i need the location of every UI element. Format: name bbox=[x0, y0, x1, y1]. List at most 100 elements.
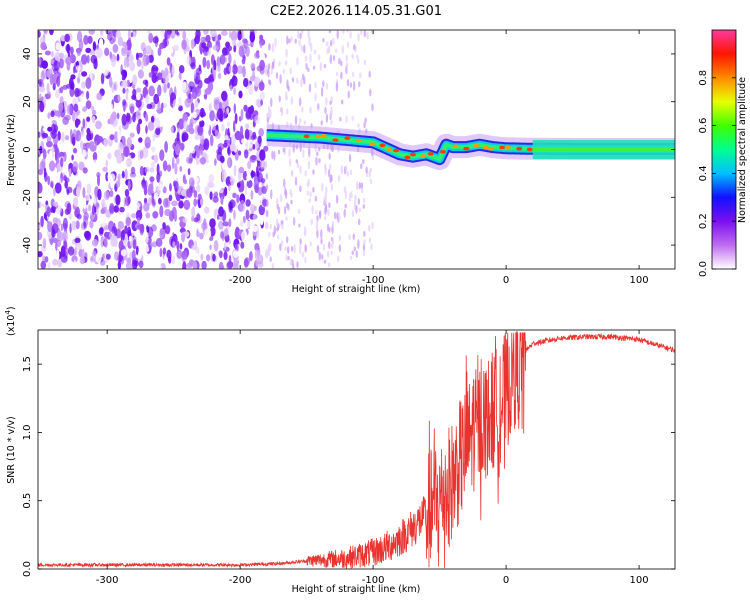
noise-blob bbox=[271, 42, 275, 53]
noise-blob bbox=[329, 39, 333, 47]
noise-blob bbox=[87, 159, 93, 168]
noise-blob bbox=[265, 184, 269, 190]
noise-blob bbox=[179, 243, 183, 250]
noise-blob bbox=[217, 176, 222, 183]
noise-blob bbox=[205, 120, 210, 132]
noise-blob bbox=[164, 141, 169, 153]
noise-blob bbox=[341, 44, 344, 55]
noise-blob bbox=[267, 250, 270, 257]
noise-blob bbox=[243, 38, 248, 49]
signal-hotspot bbox=[439, 150, 446, 154]
noise-blob bbox=[302, 73, 305, 81]
noise-blob bbox=[130, 32, 134, 38]
noise-blob bbox=[260, 178, 266, 184]
noise-blob bbox=[233, 103, 236, 114]
noise-blob bbox=[283, 206, 287, 215]
noise-blob bbox=[57, 231, 64, 242]
noise-blob bbox=[49, 160, 56, 172]
snr-multiplier-exponent: 4 bbox=[4, 310, 12, 315]
noise-blob bbox=[315, 221, 319, 231]
noise-blob bbox=[42, 255, 46, 263]
noise-blob bbox=[182, 261, 187, 269]
noise-blob bbox=[152, 199, 156, 205]
noise-blob bbox=[212, 196, 219, 203]
noise-blob bbox=[145, 45, 152, 55]
noise-blob bbox=[44, 50, 51, 56]
noise-blob bbox=[223, 251, 228, 260]
noise-blob bbox=[297, 208, 301, 214]
noise-blob bbox=[150, 161, 155, 168]
noise-blob bbox=[125, 90, 129, 101]
noise-blob bbox=[143, 202, 150, 212]
noise-blob bbox=[186, 96, 194, 104]
noise-blob bbox=[162, 247, 167, 255]
noise-blob bbox=[171, 200, 178, 207]
noise-blob bbox=[127, 108, 130, 114]
noise-blob bbox=[192, 158, 197, 169]
noise-blob bbox=[233, 120, 236, 133]
noise-blob bbox=[299, 185, 302, 193]
noise-blob bbox=[232, 39, 236, 47]
noise-blob bbox=[340, 164, 344, 175]
y-tick-label: 0 bbox=[22, 146, 33, 152]
spectrogram-y-label: Frequency (Hz) bbox=[6, 114, 17, 186]
noise-blob bbox=[340, 60, 343, 67]
noise-blob bbox=[181, 81, 187, 91]
noise-blob bbox=[249, 31, 256, 43]
noise-blob bbox=[309, 241, 312, 247]
noise-blob bbox=[118, 141, 123, 154]
noise-blob bbox=[86, 127, 91, 135]
noise-blob bbox=[245, 209, 250, 220]
noise-blobs bbox=[38, 30, 375, 269]
noise-blob bbox=[46, 82, 50, 94]
noise-blob bbox=[87, 35, 93, 44]
noise-blob bbox=[228, 53, 232, 65]
noise-blob bbox=[131, 213, 137, 219]
noise-blob bbox=[163, 47, 169, 54]
noise-blob bbox=[254, 243, 260, 252]
noise-blob bbox=[115, 30, 121, 39]
noise-blob bbox=[306, 190, 309, 196]
noise-blob bbox=[294, 38, 297, 44]
noise-blob bbox=[345, 54, 348, 62]
noise-blob bbox=[212, 253, 216, 262]
noise-blob bbox=[71, 255, 78, 263]
noise-blob bbox=[309, 53, 312, 64]
noise-blob bbox=[338, 57, 341, 65]
noise-blob bbox=[97, 174, 100, 187]
noise-blob bbox=[278, 95, 281, 103]
noise-blob bbox=[246, 167, 252, 177]
noise-blob bbox=[362, 197, 366, 204]
noise-blob bbox=[262, 199, 268, 207]
noise-blob bbox=[74, 237, 81, 243]
noise-blob bbox=[101, 236, 105, 242]
noise-blob bbox=[47, 112, 51, 119]
noise-blob bbox=[259, 149, 266, 161]
noise-blob bbox=[260, 215, 264, 226]
noise-blob bbox=[280, 106, 284, 117]
noise-blob bbox=[159, 42, 165, 50]
noise-blob bbox=[66, 104, 73, 115]
noise-blob bbox=[91, 250, 97, 261]
noise-blob bbox=[216, 214, 220, 220]
noise-blob bbox=[122, 87, 126, 94]
noise-blob bbox=[250, 155, 257, 161]
noise-blob bbox=[185, 147, 190, 159]
noise-blob bbox=[148, 32, 154, 44]
noise-blob bbox=[288, 158, 292, 167]
noise-blob bbox=[38, 86, 46, 93]
signal-hotspot bbox=[379, 143, 386, 148]
noise-blob bbox=[138, 249, 142, 260]
noise-blob bbox=[178, 65, 185, 74]
noise-blob bbox=[183, 178, 187, 185]
noise-blob bbox=[234, 243, 239, 253]
noise-blob bbox=[132, 113, 136, 123]
noise-blob bbox=[38, 182, 43, 194]
signal-track bbox=[257, 124, 675, 171]
noise-blob bbox=[254, 114, 260, 125]
noise-blob bbox=[51, 123, 56, 136]
noise-blob bbox=[363, 59, 367, 66]
signal-hotspot bbox=[526, 147, 533, 152]
noise-blob bbox=[50, 96, 58, 102]
